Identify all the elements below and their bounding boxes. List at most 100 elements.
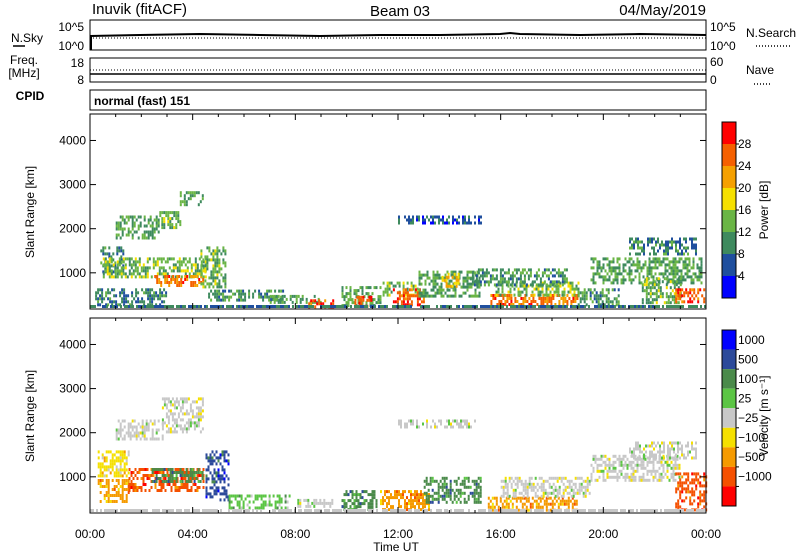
power-ytick-label: 2000: [59, 222, 86, 236]
velocity-echo-region: [228, 494, 291, 510]
date-title: 04/May/2019: [619, 2, 706, 19]
power-colorbar-tick: 8: [738, 247, 745, 261]
power-ylabel: Slant Range [km]: [23, 166, 37, 258]
x-tick-label: 08:00: [280, 527, 310, 541]
velocity-panel: 1000 2000 3000 4000 Slant Range [km] 1000 50…: [23, 317, 772, 514]
power-echo-region: [154, 275, 205, 287]
nsearch-label: N.Search: [746, 26, 796, 40]
velocity-ytick-label: 3000: [59, 382, 86, 396]
power-panel: 1000 2000 3000 4000 Slant Range [km] 4 8 12 16…: [23, 113, 771, 310]
cpid-label: CPID: [16, 89, 45, 103]
power-colorbar-tick: 16: [738, 203, 752, 217]
x-tick-label: 00:00: [691, 527, 721, 541]
power-colorbar-tick: 28: [738, 137, 752, 151]
nsky-tick-bottom: 10^0: [58, 39, 84, 53]
velocity-ytick-label: 1000: [59, 470, 86, 484]
cpid-value: normal (fast) 151: [94, 94, 190, 108]
power-echo-region: [159, 211, 182, 230]
cpid-panel: [89, 89, 707, 111]
power-echo-region: [269, 294, 322, 304]
power-colorbar: 4 8 12 16 20 24 28: [721, 121, 752, 299]
nsky-trace: [89, 31, 707, 38]
velocity-echo-region: [423, 476, 482, 504]
power-echo-region: [398, 215, 482, 225]
velocity-echo-region: [97, 479, 130, 503]
velocity-echo-region: [97, 450, 130, 478]
power-echo-region: [115, 215, 160, 240]
x-tick-label: 04:00: [178, 527, 208, 541]
power-echo-region: [200, 246, 227, 289]
power-echo-region: [418, 270, 481, 298]
nsky-tick-top: 10^5: [58, 20, 84, 34]
nave-tick-top: 60: [710, 55, 724, 69]
velocity-echo-region: [380, 490, 430, 512]
freq-unit-label: [MHz]: [8, 66, 39, 80]
power-colorbar-tick: 4: [738, 269, 745, 283]
x-tick-label: 20:00: [588, 527, 618, 541]
nsky-label: N.Sky: [11, 31, 43, 45]
velocity-colorbar-tick: 1000: [738, 333, 765, 347]
velocity-echo-region: [205, 450, 230, 502]
power-ytick-label: 4000: [59, 133, 86, 147]
x-tick-label: 16:00: [486, 527, 516, 541]
x-axis-label: Time UT: [373, 540, 419, 554]
velocity-ytick-label: 4000: [59, 337, 86, 351]
velocity-colorbar: 1000 500 100 25 −25 −100 −500 −1000: [721, 329, 772, 507]
velocity-echo-region: [500, 476, 591, 498]
power-xticks: [89, 114, 707, 309]
station-title: Inuvik (fitACF): [92, 1, 187, 18]
velocity-echo-region: [161, 397, 204, 434]
power-echo-region: [590, 257, 703, 285]
velocity-echo-region: [341, 490, 378, 512]
velocity-colorbar-tick: 25: [738, 391, 752, 405]
velocity-near-range-band: [90, 509, 706, 512]
power-near-range-band: [90, 305, 706, 308]
nave-tick-bottom: 0: [710, 73, 717, 87]
x-tick-label: 00:00: [75, 527, 105, 541]
velocity-colorbar-label: Velocity [m s⁻¹]: [757, 375, 771, 456]
power-plot-area: [90, 191, 706, 309]
power-ytick-label: 3000: [59, 178, 86, 192]
beam-title: Beam 03: [370, 3, 430, 20]
power-echo-region: [675, 288, 706, 304]
x-tick-labels: 00:00 04:00 08:00 12:00 16:00 20:00 00:00: [75, 527, 721, 541]
nsearch-tick-top: 10^5: [710, 20, 736, 34]
power-echo-region: [469, 268, 568, 287]
freq-tick-top: 18: [71, 56, 85, 70]
power-colorbar-tick: 24: [738, 159, 752, 173]
velocity-colorbar-tick: −25: [738, 411, 759, 425]
velocity-colorbar-tick: −1000: [738, 470, 772, 484]
velocity-colorbar-tick: −100: [738, 431, 765, 445]
velocity-echo-region: [297, 498, 334, 508]
power-ytick-label: 1000: [59, 266, 86, 280]
velocity-xticks: [89, 318, 707, 513]
velocity-ytick-label: 2000: [59, 426, 86, 440]
velocity-colorbar-tick: −500: [738, 450, 765, 464]
power-echo-region: [629, 237, 697, 256]
power-colorbar-tick: 12: [738, 225, 752, 239]
power-yticks: 1000 2000 3000 4000: [59, 133, 706, 280]
velocity-colorbar-tick: 500: [738, 352, 758, 366]
velocity-echo-region: [629, 441, 697, 460]
velocity-colorbar-tick: 100: [738, 372, 758, 386]
velocity-yticks: 1000 2000 3000 4000: [59, 337, 706, 484]
power-colorbar-label: Power [dB]: [757, 181, 771, 240]
power-echo-region: [102, 257, 207, 279]
power-echo-region: [95, 288, 168, 307]
nsearch-tick-bottom: 10^0: [710, 39, 736, 53]
velocity-echo-region: [675, 472, 708, 512]
freq-panel: [89, 57, 707, 83]
freq-label: Freq.: [10, 53, 38, 67]
freq-tick-bottom: 8: [77, 73, 84, 87]
x-tick-label: 12:00: [383, 527, 413, 541]
velocity-echo-region: [398, 419, 476, 429]
power-echo-region: [577, 288, 620, 307]
velocity-plot-area: [90, 397, 708, 512]
nave-label: Nave: [746, 63, 774, 77]
power-echo-region: [179, 191, 204, 207]
power-colorbar-tick: 20: [738, 181, 752, 195]
power-echo-region: [441, 272, 460, 288]
velocity-ylabel: Slant Range [km]: [23, 370, 37, 462]
velocity-echo-region: [151, 468, 204, 483]
